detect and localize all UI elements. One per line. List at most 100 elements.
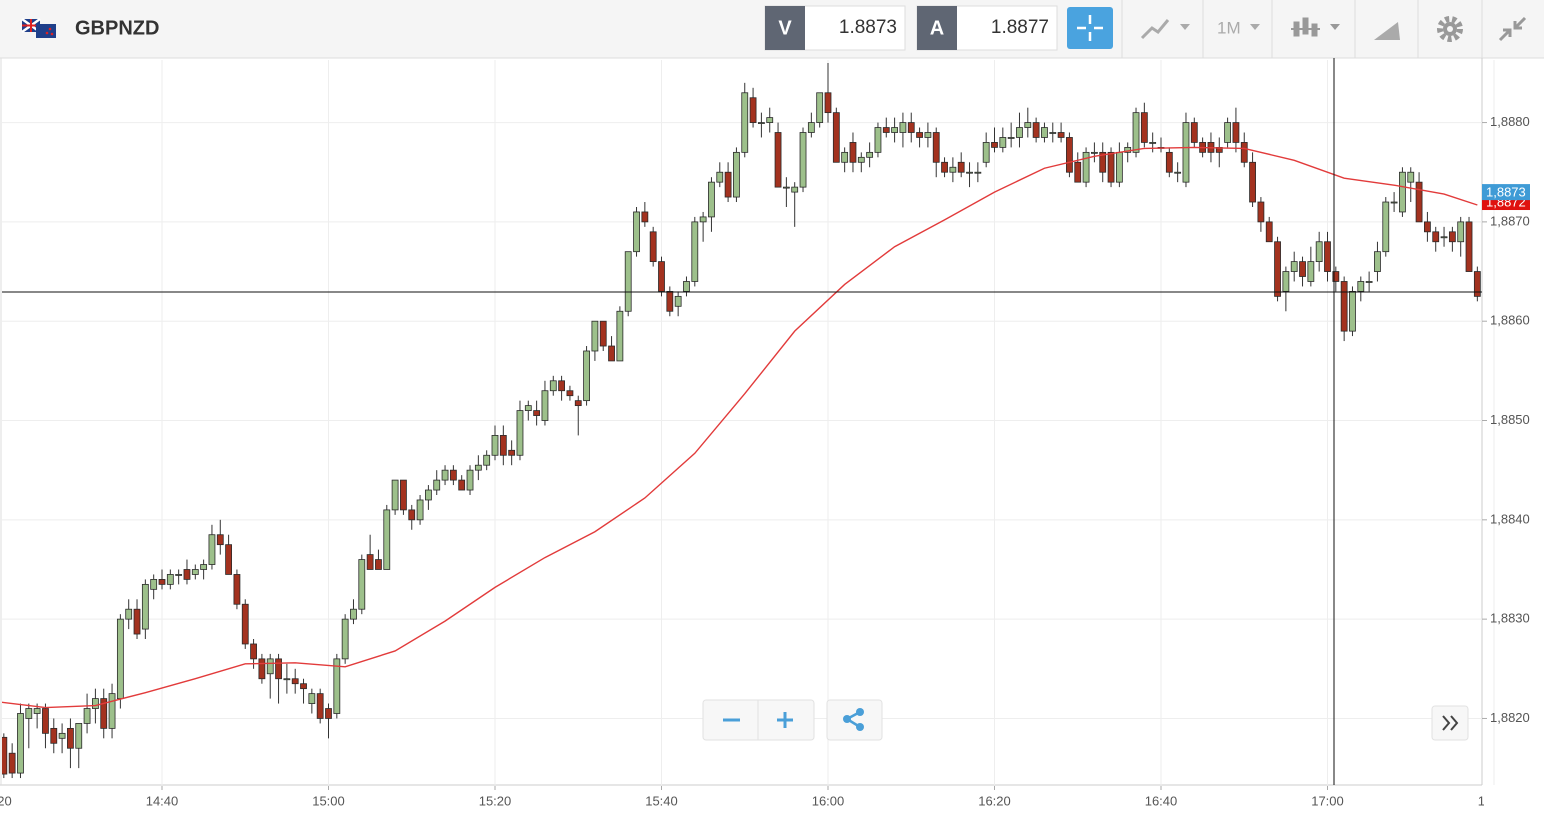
candle-body: [92, 698, 99, 709]
candle-body: [75, 723, 83, 749]
x-tick-label: 15:20: [479, 793, 512, 808]
candle-body: [1140, 112, 1148, 143]
candle-body: [125, 608, 133, 620]
candle-body: [1290, 261, 1298, 272]
x-tick-label: 15:00: [312, 793, 345, 808]
candle-body: [1432, 231, 1440, 243]
buy-label-box[interactable]: [917, 6, 957, 50]
candle-body: [824, 92, 832, 114]
candle-body: [758, 122, 765, 124]
separators: [1121, 0, 1483, 58]
candle-body: [1107, 151, 1115, 183]
candle-body: [1399, 171, 1406, 213]
sell-button[interactable]: V 1.8873: [764, 5, 906, 51]
candle-body: [782, 186, 790, 189]
candle-body: [924, 132, 932, 138]
candle-body: [33, 708, 41, 714]
candle-body: [166, 574, 174, 585]
x-tick-label: 16:20: [978, 793, 1011, 808]
candle-body: [67, 727, 74, 749]
candle-body: [341, 618, 349, 660]
drawing-button[interactable]: [1374, 22, 1400, 40]
candle-body: [633, 211, 640, 253]
collapse-button[interactable]: [1498, 16, 1527, 42]
candle-body: [1374, 251, 1381, 272]
candle-body: [1424, 221, 1431, 233]
sell-price[interactable]: 1.8873: [839, 17, 897, 38]
candle-body: [250, 643, 257, 660]
candle-body: [1257, 201, 1265, 223]
candle-body: [1457, 221, 1465, 243]
candle-body: [266, 658, 274, 675]
candle-body: [1240, 142, 1248, 163]
candle-body: [1282, 271, 1290, 292]
candle-body: [982, 142, 990, 163]
candle-body: [449, 469, 457, 481]
flag-icon: [21, 17, 56, 38]
candle-body: [1315, 241, 1323, 263]
candle-body: [383, 509, 391, 570]
candle-body: [949, 166, 957, 173]
candle-body: [1357, 281, 1365, 292]
candle-body: [258, 658, 266, 680]
y-tick-label: 1,8820: [1490, 710, 1530, 725]
candle-body: [366, 554, 374, 570]
candle-body: [1049, 132, 1057, 134]
timeframe[interactable]: 1M: [1217, 18, 1241, 37]
candle-body: [799, 132, 807, 188]
sell-label-box[interactable]: [765, 6, 805, 50]
candle-body: [974, 171, 982, 174]
buy-label[interactable]: A: [930, 17, 944, 39]
y-tick-label: 1,8870: [1490, 213, 1530, 228]
price-tag-label: 1,8873: [1486, 185, 1526, 200]
candle-body: [1448, 231, 1456, 243]
crosshair-icon[interactable]: [1077, 15, 1103, 41]
buy-price[interactable]: 1.8877: [991, 17, 1049, 38]
candle-body: [791, 186, 799, 193]
timeframe-button[interactable]: 1M: [1217, 18, 1260, 37]
scroll-end-button[interactable]: [1431, 705, 1469, 741]
candle-body: [1099, 151, 1107, 173]
candle-body: [1440, 236, 1448, 239]
candle-body: [841, 151, 849, 163]
share-button[interactable]: [826, 699, 883, 741]
candle-body: [116, 618, 124, 699]
candle-body: [458, 479, 466, 491]
candle-body: [516, 410, 524, 456]
candle-body: [291, 678, 299, 685]
settings-button[interactable]: [1437, 16, 1463, 42]
candle-body: [1349, 291, 1356, 332]
candle-body: [541, 390, 549, 421]
candle-body: [991, 142, 998, 148]
zoom-in-button[interactable]: [777, 712, 793, 728]
candle-body: [774, 132, 782, 188]
candle-body: [916, 132, 923, 138]
candle-type-button[interactable]: [1291, 17, 1340, 37]
candle-body: [999, 137, 1007, 148]
candle-body: [316, 693, 324, 719]
candle-body: [325, 708, 332, 719]
candle-body: [966, 171, 973, 174]
candle-body: [42, 708, 49, 734]
buy-button[interactable]: A 1.8877: [916, 5, 1058, 51]
candle-body: [1149, 142, 1157, 144]
candle-body: [216, 534, 224, 546]
sell-label[interactable]: V: [778, 17, 792, 39]
x-tick-label: 17:00: [1311, 793, 1344, 808]
crosshair-bg[interactable]: [1067, 7, 1113, 49]
candle-body: [8, 752, 16, 774]
candle-body: [524, 405, 532, 411]
x-tick-label: 16:00: [812, 793, 845, 808]
candle-body: [1249, 161, 1256, 203]
y-tick-label: 1,8840: [1490, 511, 1530, 526]
candle-body: [350, 608, 357, 620]
crosshair-button[interactable]: [1067, 7, 1113, 49]
zoom-controls: [702, 699, 1469, 741]
candle-body: [1115, 151, 1123, 183]
candle-body: [733, 151, 740, 198]
candle-body: [158, 579, 166, 585]
candle-body: [466, 469, 474, 491]
candle-body: [658, 261, 665, 292]
chart-type-button[interactable]: [1140, 19, 1190, 40]
